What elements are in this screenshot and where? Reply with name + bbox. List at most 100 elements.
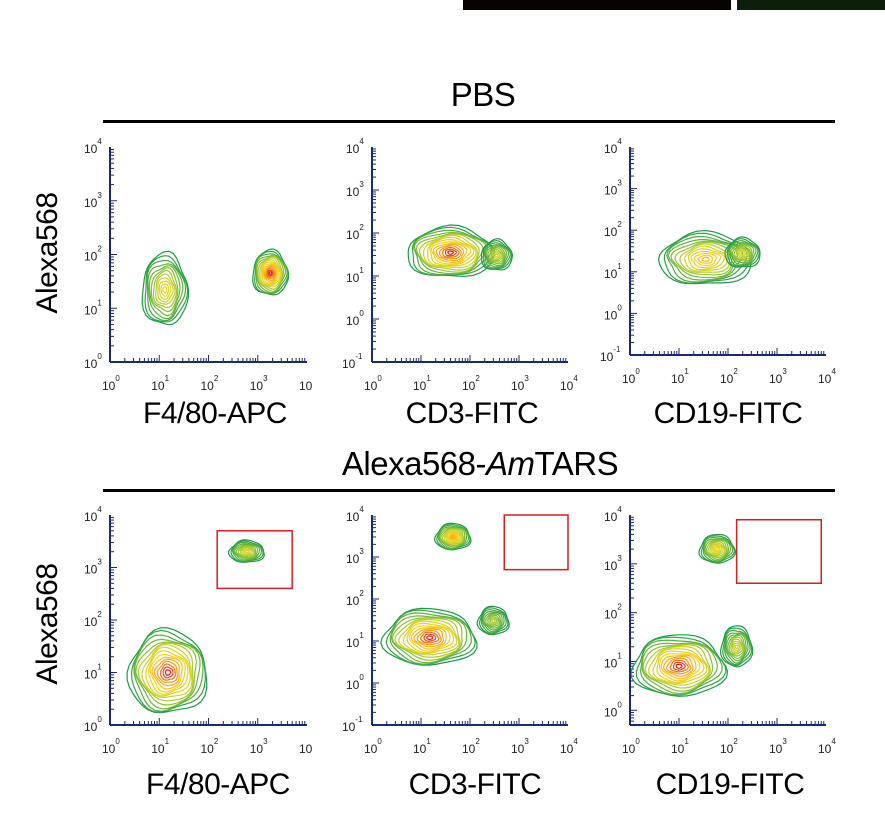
contour-line [631,634,729,697]
contour-line [481,610,505,633]
x-tick-label: 101 [413,737,431,756]
x-tick-label: 103 [769,367,787,386]
contour-group [631,533,754,697]
contour-line [147,263,184,320]
contour-group [126,539,265,714]
x-tick-label: 102 [462,737,480,756]
contour-line [422,234,479,269]
contour-line [413,229,493,276]
contour-line [674,241,734,276]
y-tick-label: 102 [604,603,622,622]
contour-line [233,543,261,561]
contour-line [227,539,265,563]
contour-line [126,627,208,714]
contour-line [164,669,171,676]
y-tick-label: 102 [84,245,102,264]
x-tick-label: 102 [462,374,480,393]
image-strip-left [463,0,731,10]
contour-line [488,615,499,626]
contour-group [380,522,510,666]
y-tick-label: 104 [346,505,364,524]
contour-line [700,535,736,564]
x-tick-label: 102 [201,737,219,756]
contour-line [390,615,468,664]
contour-line [145,646,191,697]
contour-line [151,656,183,690]
contour-line [735,246,750,259]
image-strip-right [737,0,885,10]
contour-line [153,658,180,687]
title-suffix: TARS [534,445,619,482]
contour-line [415,232,484,273]
y-tick-label: 104 [604,137,622,156]
contour-line [724,632,749,664]
x-tick-label: 100 [102,737,120,756]
contour-line [447,250,454,255]
contour-line [262,263,280,285]
contour-line [158,280,172,301]
contour-line [438,245,462,260]
y-tick-label: 103 [346,180,364,199]
gate-rectangle [216,530,293,590]
contour-line [243,549,251,555]
x-tick-label: 100 [622,367,640,386]
y-tick-label: 103 [84,191,102,210]
contour-line [697,254,713,264]
contour-line [679,243,731,273]
contour-line [672,661,686,671]
contour-line [447,532,459,542]
contour-line [484,613,502,629]
y-tick-label: 101 [604,651,622,670]
y-tick-label: 102 [346,589,364,608]
contour-line [410,627,447,650]
y-tick-label: 104 [84,505,102,524]
contour-line [230,540,264,563]
y-tick-label: 103 [604,179,622,198]
contour-line [267,269,274,277]
contour-plot: 100 101 102 103 10 100 101 102 103 104 [84,137,313,393]
x-tick-label: 10 [299,742,313,756]
contour-line [408,625,451,652]
contour-line [489,617,498,625]
contour-line [489,247,505,263]
contour-line [433,522,472,551]
contour-line [703,538,732,562]
contour-line [133,634,204,712]
contour-line [442,246,460,258]
contour-line [436,523,471,551]
contour-line [449,534,457,540]
contour-line [675,663,683,669]
contour-line [663,232,751,284]
contour-line [707,541,727,557]
y-tick-label: 10-1 [342,352,363,371]
contour-line [727,240,759,267]
x-tick-label: 101 [413,374,431,393]
x-tick-label: 102 [201,374,219,393]
contour-line [486,614,501,628]
contour-line [724,236,761,268]
y-tick-label: 10-1 [600,345,621,364]
x-tick-label: 103 [250,374,268,393]
contour-line [719,625,754,668]
contour-line [481,238,514,271]
gate-rectangle [735,518,823,585]
contour-line [391,617,463,661]
contour-line [426,236,477,267]
contour-line [440,528,465,547]
contour-line [490,248,504,262]
contour-line [684,245,729,272]
section-title-pbs: PBS [450,76,516,113]
y-tick-label: 100 [346,309,364,328]
x-tick-label: 101 [151,737,169,756]
contour-line [726,238,760,268]
x-axis-label: CD19-FITC [655,768,805,801]
contour-line [701,256,710,262]
contour-line [484,243,510,268]
contour-line [134,638,201,710]
contour-line [728,241,757,265]
contour-line [483,242,511,269]
contour-line [152,269,178,309]
contour-line [235,544,257,559]
contour-line [491,619,496,624]
